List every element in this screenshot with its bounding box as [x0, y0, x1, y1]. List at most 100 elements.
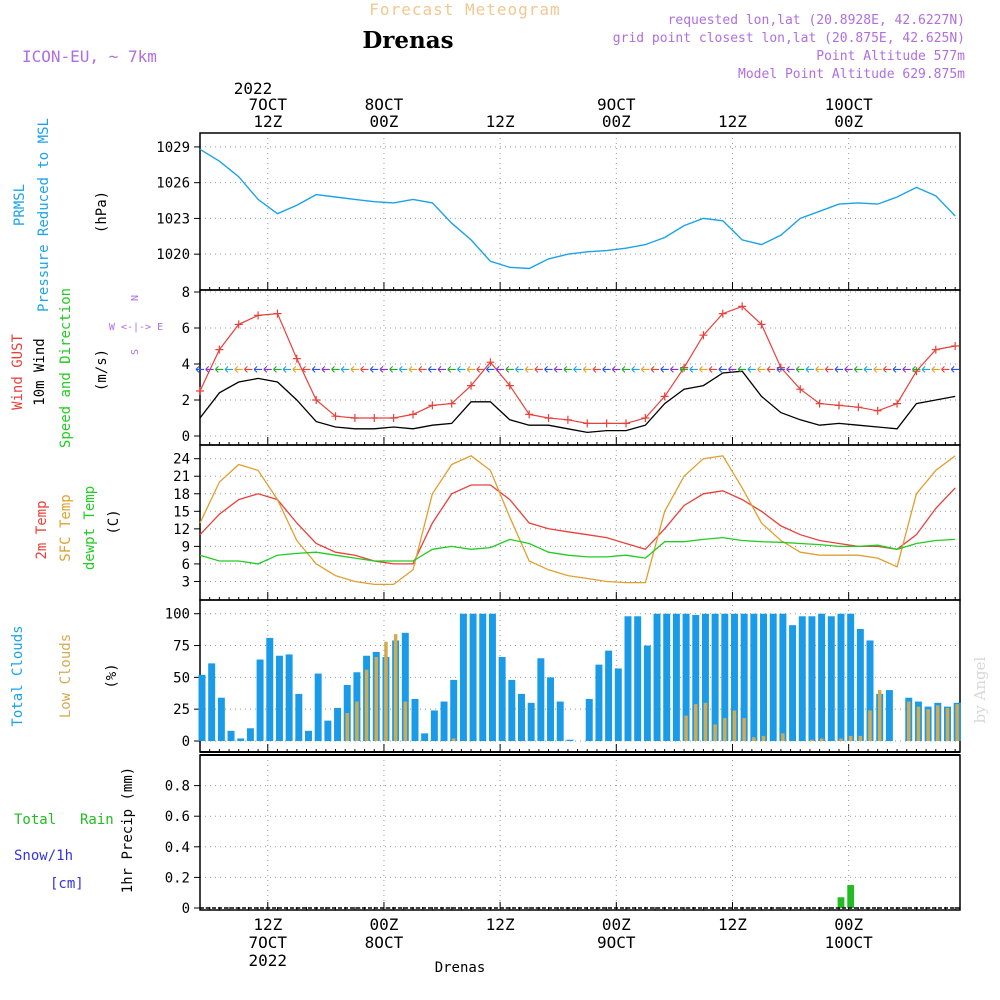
precip-snow-label: Snow/1h	[14, 848, 73, 864]
wind-direction-arrow	[824, 366, 834, 373]
gust-marker	[815, 399, 824, 408]
wind-gust-label: Wind GUST	[10, 334, 26, 410]
low-cloud-bar	[936, 705, 940, 741]
bottom-day-label: 10OCT	[825, 933, 874, 952]
wind-direction-arrow	[205, 366, 214, 373]
low-cloud-bar	[839, 738, 843, 741]
top-day-label: 8OCT	[365, 95, 404, 114]
wind-direction-arrow	[292, 366, 301, 373]
low-cloud-bar	[761, 735, 766, 741]
wind-direction-arrow	[650, 366, 660, 373]
total-cloud-bar	[866, 640, 874, 741]
low-cloud-bar	[374, 657, 379, 741]
total-cloud-bar	[227, 730, 235, 741]
low-cloud-bar	[384, 641, 388, 741]
total-cloud-bar	[498, 657, 506, 741]
gust-marker	[641, 414, 650, 422]
wind-direction-arrow	[621, 366, 630, 373]
wind-direction-arrow	[786, 366, 795, 373]
gust-marker	[408, 410, 417, 419]
wind-direction-arrow	[902, 366, 911, 373]
low-cloud-bar	[868, 710, 872, 741]
wind-direction-arrow	[360, 366, 369, 373]
wind-direction-arrow	[718, 366, 727, 373]
low-cloud-label: Low Clouds	[58, 634, 74, 718]
wind-direction-arrow	[582, 366, 592, 373]
bottom-hour-label: 12Z	[718, 915, 747, 934]
wind-direction-arrow	[398, 366, 408, 373]
total-cloud-bar	[479, 613, 487, 741]
total-cloud-bar	[818, 613, 826, 741]
chart-dynamic-layer: 1020102310261029024683691215182124025507…	[156, 95, 961, 970]
pressure-series-line	[199, 148, 956, 270]
wind-direction-arrow	[447, 366, 456, 373]
wind-direction-arrow	[679, 366, 689, 373]
gust-marker	[196, 387, 204, 395]
total-cloud-bar	[750, 613, 758, 741]
gust-marker	[505, 381, 514, 390]
gust-marker	[718, 309, 727, 318]
pressure-label-1: PRMSL	[12, 184, 28, 226]
wind-direction-arrow	[640, 366, 650, 373]
low-cloud-bar	[781, 733, 785, 741]
wind-direction-arrow	[553, 366, 563, 373]
low-cloud-bar	[713, 724, 717, 741]
total-cloud-bar	[401, 632, 409, 741]
wind-direction-arrow	[747, 366, 756, 373]
bottom-day-label: 7OCT	[249, 933, 288, 952]
wind-direction-arrow	[737, 366, 747, 373]
total-cloud-bar	[653, 613, 661, 741]
y-tick-label: 0.6	[165, 809, 190, 825]
gust-marker	[254, 311, 263, 320]
total-cloud-bar	[256, 659, 264, 741]
gust-marker	[757, 320, 766, 329]
info-line-4: Model Point Altitude 629.875m	[738, 67, 965, 82]
low-cloud-bar	[364, 669, 369, 741]
wind-dir-label: Speed and Direction	[58, 288, 74, 448]
wind-direction-arrow	[873, 366, 882, 373]
wind-direction-arrow	[699, 366, 708, 373]
wind-direction-arrow	[457, 366, 466, 373]
watermark: by Angel	[971, 656, 989, 723]
gust-marker	[447, 399, 456, 408]
low-cloud-bar	[732, 710, 737, 741]
wind-direction-arrow	[515, 366, 524, 373]
total-cloud-bar	[701, 613, 709, 741]
total-cloud-bar	[808, 616, 816, 741]
wind-direction-arrow	[273, 366, 282, 373]
wind-direction-arrow	[602, 366, 611, 373]
y-tick-label: 9	[182, 539, 190, 555]
compass-n: N	[130, 295, 141, 301]
wind-direction-arrow	[350, 366, 359, 373]
wind-direction-arrow	[631, 366, 640, 373]
total-cloud-bar	[585, 699, 593, 741]
wind-direction-arrow	[195, 366, 204, 373]
total-cloud-bar	[314, 673, 322, 741]
t2m-label: 2m Temp	[34, 500, 50, 559]
wind-direction-arrow	[689, 366, 698, 373]
cloud-unit: (%)	[104, 663, 120, 688]
wind-direction-arrow	[757, 366, 766, 373]
temp-unit: (C)	[106, 509, 122, 534]
total-cloud-bar	[488, 613, 496, 741]
y-tick-label: 21	[173, 469, 190, 485]
wind-direction-arrow	[611, 366, 621, 373]
total-cloud-bar	[740, 613, 748, 741]
y-tick-label: 1026	[156, 176, 190, 192]
gust-marker	[699, 331, 708, 340]
total-cloud-bar	[440, 701, 448, 741]
total-cloud-bar	[760, 613, 768, 741]
total-cloud-bar	[769, 613, 777, 741]
panel-frame	[199, 599, 961, 753]
wind-direction-arrow	[795, 366, 805, 373]
wind-direction-arrow	[234, 366, 243, 373]
dewpoint-series-line	[199, 536, 956, 565]
y-tick-label: 75	[173, 639, 190, 655]
gust-marker	[563, 415, 572, 424]
y-tick-label: 15	[173, 504, 190, 520]
low-cloud-bar	[703, 702, 708, 741]
gust-marker	[312, 396, 321, 404]
y-tick-label: 1020	[156, 247, 190, 263]
bottom-hour-label: 12Z	[486, 915, 515, 934]
